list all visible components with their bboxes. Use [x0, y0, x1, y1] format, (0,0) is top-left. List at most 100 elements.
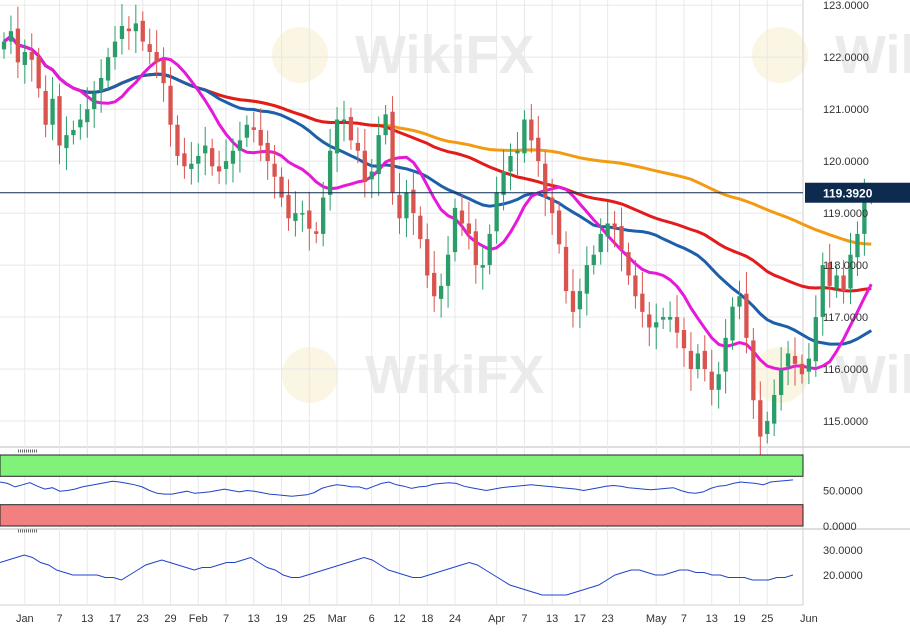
- candle-body: [473, 231, 478, 266]
- candle-body: [404, 192, 409, 219]
- y-tick-label: 119.0000: [823, 208, 868, 220]
- stochastic-panel: [0, 529, 794, 596]
- candle-body: [772, 395, 777, 424]
- moving-averages: [3, 34, 873, 371]
- candle-body: [799, 363, 805, 375]
- candle-body: [210, 148, 215, 167]
- candle-body: [591, 254, 596, 266]
- candle-body: [619, 226, 624, 250]
- candle-body: [216, 166, 222, 172]
- candle-body: [286, 194, 291, 219]
- x-tick-label: Feb: [189, 613, 208, 625]
- rsi-line: [0, 479, 794, 497]
- stochastic-tick-label: 30.0000: [823, 545, 863, 557]
- candle-body: [98, 77, 104, 91]
- candle-body: [737, 296, 742, 307]
- candle-body: [529, 119, 534, 141]
- candle-body: [50, 98, 55, 125]
- candle-body: [522, 119, 527, 154]
- x-tick-label: 7: [56, 613, 62, 625]
- candle-body: [813, 317, 818, 362]
- candle-body: [140, 20, 145, 42]
- candle-body: [369, 171, 374, 180]
- candle-body: [494, 192, 499, 232]
- candle-body: [133, 23, 138, 32]
- candle-body: [411, 189, 416, 214]
- candle-body: [688, 350, 694, 370]
- candle-body: [515, 150, 520, 154]
- sma-fast-line: [3, 34, 873, 371]
- candle-body: [827, 262, 832, 286]
- candle-body: [681, 330, 687, 349]
- candle-body: [654, 322, 659, 328]
- x-tick-label: 25: [761, 613, 773, 625]
- candle-body: [334, 119, 340, 154]
- candle-body: [36, 57, 41, 89]
- candle-body: [15, 28, 21, 63]
- candle-body: [154, 51, 159, 63]
- candle-body: [196, 155, 201, 164]
- price-tag: [805, 182, 910, 203]
- watermark-text: WikiFX: [835, 25, 910, 85]
- candle-body: [543, 163, 548, 198]
- candle-body: [480, 265, 485, 268]
- candle-body: [321, 197, 326, 234]
- candle-body: [667, 317, 673, 320]
- candle-body: [723, 337, 728, 372]
- y-tick-label: 118.0000: [823, 260, 868, 272]
- y-tick-label: 121.0000: [823, 104, 869, 116]
- candle-body: [848, 254, 853, 289]
- candle-body: [626, 252, 631, 276]
- candle-body: [182, 153, 187, 167]
- candle-body: [64, 135, 69, 149]
- candle-body: [536, 137, 541, 162]
- candle-body: [300, 213, 305, 215]
- candle-body: [307, 210, 312, 229]
- candle-body: [78, 119, 83, 128]
- candle-body: [71, 129, 76, 136]
- y-tick-label: 115.0000: [823, 416, 868, 428]
- candle-body: [584, 265, 589, 294]
- candle-body: [425, 239, 430, 276]
- y-tick-label: 117.0000: [823, 312, 868, 324]
- candle-body: [258, 129, 263, 146]
- x-tick-label: 13: [546, 613, 558, 625]
- candle-body: [563, 246, 569, 292]
- candle-body: [397, 194, 402, 219]
- candle-body: [390, 111, 395, 193]
- candle-body: [147, 44, 152, 52]
- candle-body: [633, 275, 638, 297]
- candle-body: [598, 233, 603, 253]
- watermark-logo-icon: [282, 347, 338, 403]
- candle-body: [92, 93, 97, 110]
- candle-body: [695, 353, 701, 370]
- candle-body: [230, 150, 236, 164]
- x-tick-label: 12: [393, 613, 405, 625]
- x-tick-label: 13: [706, 613, 718, 625]
- candlestick-series: [1, 4, 874, 459]
- candle-body: [806, 358, 812, 372]
- candle-body: [445, 254, 451, 286]
- x-tick-label: 6: [369, 613, 375, 625]
- candle-body: [459, 210, 465, 224]
- candle-body: [577, 291, 583, 310]
- x-tick-label: Apr: [488, 613, 505, 625]
- candle-body: [438, 285, 444, 299]
- x-tick-label: May: [646, 613, 667, 625]
- candle-body: [314, 231, 319, 234]
- x-tick-label: Jun: [800, 613, 818, 625]
- x-tick-label: 13: [248, 613, 260, 625]
- candle-body: [785, 353, 791, 367]
- y-tick-label: 120.0000: [823, 156, 869, 168]
- candle-body: [126, 28, 132, 32]
- x-tick-label: 7: [681, 613, 687, 625]
- candle-body: [189, 163, 194, 169]
- candle-body: [251, 127, 256, 130]
- candle-body: [758, 400, 763, 437]
- candle-body: [751, 340, 756, 401]
- candle-body: [744, 293, 749, 338]
- candle-body: [119, 25, 125, 39]
- candle-body: [203, 145, 208, 154]
- watermark-text: WikiFX: [355, 25, 535, 85]
